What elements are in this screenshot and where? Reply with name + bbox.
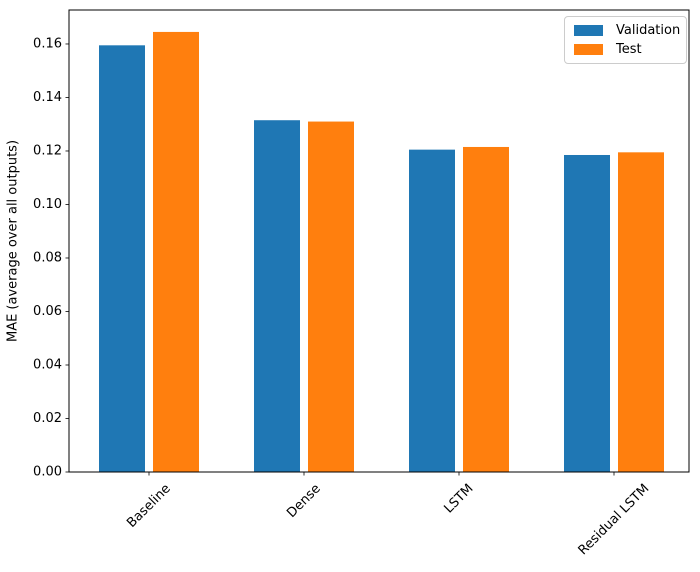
- bar-test-baseline: [153, 31, 199, 472]
- legend-label-validation: Validation: [616, 23, 681, 38]
- bar-test-lstm: [463, 146, 509, 473]
- legend-swatch-validation-icon: [574, 25, 603, 36]
- y-tick-label: 0.10: [33, 197, 62, 212]
- legend-label-test: Test: [616, 42, 642, 57]
- legend-entry-test: Test: [574, 42, 677, 57]
- y-tick-label: 0.04: [33, 357, 62, 372]
- y-tick-label: 0.06: [33, 304, 62, 319]
- legend-swatch-test-icon: [574, 44, 603, 55]
- y-tick-label: 0.12: [33, 143, 62, 158]
- bar-test-residual-lstm: [618, 152, 664, 472]
- x-tick-label-lstm: LSTM: [441, 481, 476, 516]
- y-tick-label: 0.02: [33, 411, 62, 426]
- y-axis-label: MAE (average over all outputs): [5, 139, 21, 343]
- y-tick-label: 0.14: [33, 90, 62, 105]
- y-tick-label: 0.00: [33, 465, 62, 480]
- x-tick-label-baseline: Baseline: [124, 481, 174, 531]
- x-tick-label-residual-lstm: Residual LSTM: [576, 481, 653, 558]
- bar-validation-lstm: [409, 149, 455, 472]
- y-tick-label: 0.08: [33, 250, 62, 265]
- bar-validation-dense: [254, 120, 300, 473]
- axes-spines: [68, 9, 690, 473]
- bar-test-dense: [308, 121, 354, 472]
- legend-entry-validation: Validation: [574, 23, 681, 38]
- y-tick-label: 0.16: [33, 36, 62, 51]
- bar-validation-baseline: [99, 45, 145, 472]
- bar-validation-residual-lstm: [564, 154, 610, 472]
- x-tick-label-dense: Dense: [284, 481, 324, 521]
- legend: Validation Test: [564, 16, 687, 64]
